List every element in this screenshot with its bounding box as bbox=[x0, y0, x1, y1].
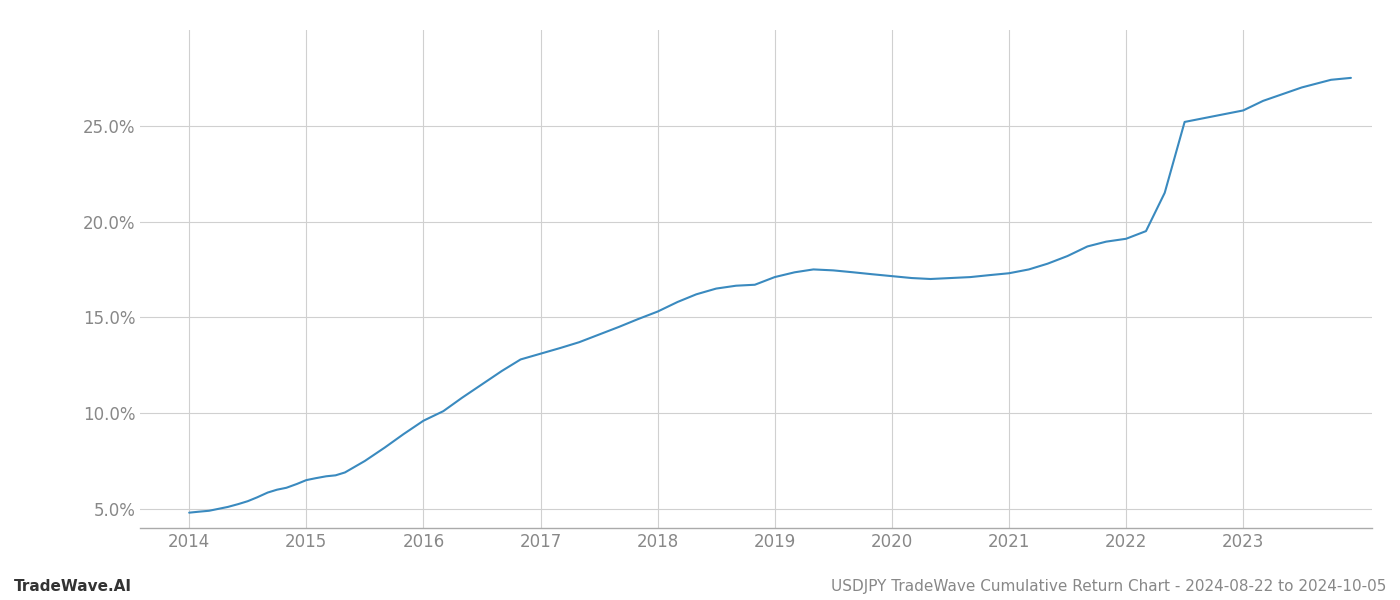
Text: TradeWave.AI: TradeWave.AI bbox=[14, 579, 132, 594]
Text: USDJPY TradeWave Cumulative Return Chart - 2024-08-22 to 2024-10-05: USDJPY TradeWave Cumulative Return Chart… bbox=[830, 579, 1386, 594]
